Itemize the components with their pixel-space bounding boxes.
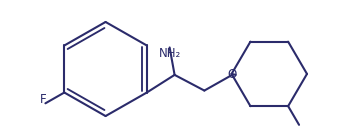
Text: O: O: [228, 68, 237, 81]
Text: F: F: [40, 93, 47, 106]
Text: NH₂: NH₂: [158, 47, 181, 60]
